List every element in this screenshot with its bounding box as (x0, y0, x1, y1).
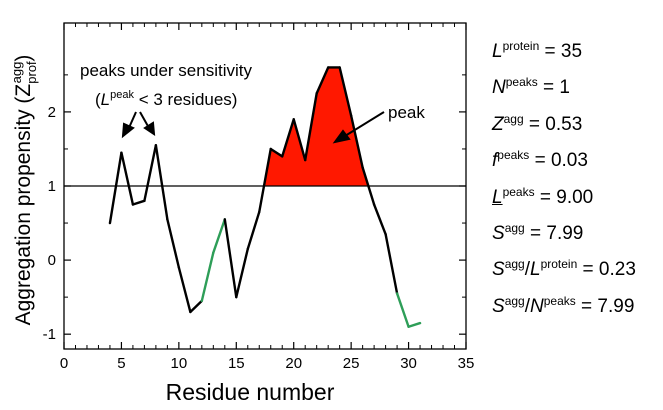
stat-symbol: Z (492, 113, 504, 135)
stat-superscript: peaks (497, 148, 530, 163)
profile-segment-highlight (395, 292, 410, 328)
x-axis-label: Residue number (166, 379, 335, 405)
stat-symbol-2: L (530, 259, 541, 281)
stat-superscript: peaks (505, 75, 538, 90)
profile-segment-highlight (212, 218, 227, 254)
stat-superscript: protein (502, 39, 540, 53)
stat-symbol: f (492, 150, 498, 172)
svg-text:Aggregation propensity (Zprofa: Aggregation propensity (Zprofagg) (9, 55, 39, 326)
profile-segment (258, 147, 272, 214)
stat-superscript: agg (504, 293, 525, 308)
stat-superscript-2: peaks (543, 293, 576, 308)
peak-area (265, 67, 370, 186)
x-tick-label: 10 (171, 355, 188, 372)
profile-segment (154, 144, 169, 221)
profile-segment (131, 199, 146, 206)
stat-symbol-2: N (530, 295, 544, 317)
profile-segment (223, 218, 238, 299)
stat-row: Sagg/Lprotein = 0.23 (492, 246, 662, 282)
stat-value: = 0.23 (577, 259, 636, 281)
annotation-under-sensitivity-line1: peaks under sensitivity (80, 61, 252, 80)
stat-row: Sagg = 7.99 (492, 210, 662, 246)
stat-symbol: S (492, 259, 505, 281)
profile-segment (189, 299, 204, 314)
profile-segment (120, 151, 135, 206)
profile-segment-highlight (407, 321, 422, 328)
profile-segment-highlight (200, 251, 215, 303)
y-tick-label: 2 (48, 104, 56, 121)
y-axis-label: Aggregation propensity (Zprofagg) (9, 55, 39, 326)
stat-slash: / (524, 259, 530, 281)
stat-value: = 7.99 (524, 222, 584, 244)
profile-segment (235, 247, 249, 299)
profile-segment (246, 210, 261, 251)
profile-segment (108, 151, 123, 225)
profile-segment (292, 118, 307, 162)
annotation-peak: peak (388, 103, 425, 122)
stat-symbol: S (492, 295, 505, 317)
x-tick-label: 20 (285, 355, 302, 372)
stat-superscript: peaks (502, 184, 535, 199)
stat-row: fpeaks = 0.03 (492, 137, 662, 173)
stat-row: Npeaks = 1 (492, 64, 662, 100)
profile-segment (338, 66, 353, 117)
x-tick-label: 15 (228, 355, 245, 372)
profile-segment (372, 203, 387, 236)
x-tick-label: 5 (117, 355, 125, 372)
profile-segment (177, 266, 192, 314)
stat-superscript: agg (504, 220, 525, 235)
stat-value: = 7.99 (575, 295, 635, 317)
stat-symbol: S (492, 222, 505, 244)
stat-value: = 9.00 (534, 186, 594, 208)
profile-segment (304, 92, 318, 162)
stat-superscript: agg (504, 257, 525, 272)
stat-slash: / (524, 295, 530, 317)
x-tick-label: 30 (400, 355, 417, 372)
x-tick-label: 25 (343, 355, 360, 372)
stat-row: Sagg/Npeaks = 7.99 (492, 283, 662, 319)
annotation-under-sensitivity-line2: (Lpeak < 3 residues) (95, 89, 237, 109)
stat-superscript-2: protein (540, 257, 578, 272)
profile-segment (281, 118, 295, 158)
stat-symbol: N (492, 77, 506, 99)
stat-superscript: agg (503, 111, 524, 126)
stat-value: = 0.03 (529, 150, 588, 172)
stat-symbol: L (492, 186, 503, 208)
x-tick-label: 35 (458, 355, 475, 372)
profile-segment (361, 166, 376, 206)
stat-value: = 35 (539, 41, 583, 62)
stat-row: Lpeaks = 9.00 (492, 174, 662, 210)
stat-row: Zagg = 0.53 (492, 101, 662, 137)
y-tick-label: -1 (43, 326, 56, 343)
profile-segment (143, 144, 158, 203)
y-tick-label: 1 (48, 178, 56, 195)
profile-segment (349, 114, 364, 169)
profile-segment (315, 66, 330, 95)
stat-row: Lprotein = 35 (492, 28, 662, 64)
statistics-panel: Lprotein = 35 Npeaks = 1 Zagg = 0.53 fpeaks… (492, 28, 662, 319)
profile-segment (269, 147, 284, 158)
aggregation-chart: Aggregation propensity (Zprofagg) Residu… (9, 22, 475, 405)
y-tick-label: 0 (48, 252, 56, 269)
annotation-arrows (121, 111, 385, 144)
profile-segment (384, 232, 399, 295)
x-tick-label: 0 (60, 355, 68, 372)
profile-segment (166, 218, 181, 269)
stat-value: = 0.53 (523, 113, 583, 135)
stat-symbol: L (492, 41, 503, 62)
stat-value: = 1 (537, 77, 570, 99)
